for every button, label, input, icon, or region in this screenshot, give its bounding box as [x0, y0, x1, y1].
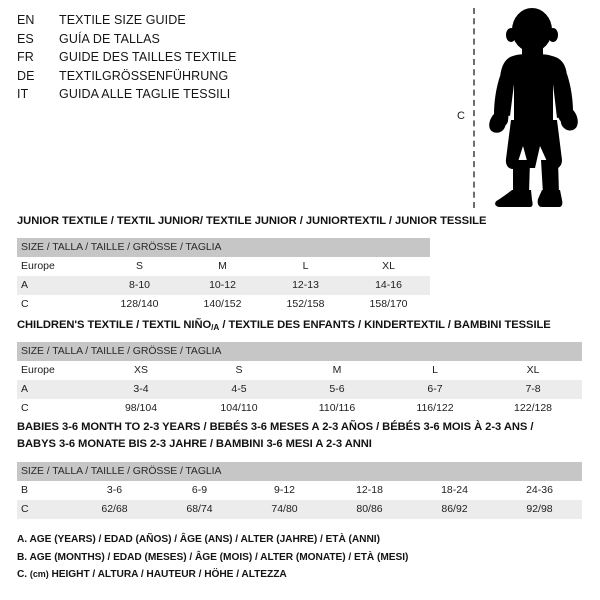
table-cell: 3-4: [92, 380, 190, 399]
language-row: IT GUIDA ALLE TAGLIE TESSILI: [17, 87, 437, 106]
table-cell: 4-5: [190, 380, 288, 399]
children-table-header-label: SIZE / TALLA / TAILLE / GRÖSSE / TAGLIA: [17, 342, 583, 361]
junior-table-header-label: SIZE / TALLA / TAILLE / GRÖSSE / TAGLIA: [17, 238, 431, 257]
table-row: C 62/68 68/74 74/80 80/86 86/92 92/98: [17, 500, 583, 519]
babies-section-title-line1: BABIES 3-6 MONTH TO 2-3 YEARS / BEBÉS 3-…: [17, 421, 534, 433]
table-cell: 12-13: [264, 276, 347, 295]
babies-table-header-label: SIZE / TALLA / TAILLE / GRÖSSE / TAGLIA: [17, 462, 583, 481]
height-axis-label: C: [457, 110, 465, 122]
table-cell: 152/158: [264, 295, 347, 314]
junior-size-table: SIZE / TALLA / TAILLE / GRÖSSE / TAGLIA …: [17, 238, 431, 314]
language-code: FR: [17, 50, 34, 64]
row-label: B: [17, 481, 72, 500]
language-code: DE: [17, 68, 35, 83]
children-title-part2: / TEXTILE DES ENFANTS / KINDERTEXTIL / B…: [219, 319, 551, 331]
table-cell: L: [386, 361, 484, 380]
table-cell: 6-7: [386, 380, 484, 399]
table-cell: L: [264, 257, 347, 276]
row-label: Europe: [17, 361, 92, 380]
legend-block: A. AGE (YEARS) / EDAD (AÑOS) / ÂGE (ANS)…: [17, 531, 577, 584]
table-cell: 7-8: [484, 380, 583, 399]
height-axis-dashed-line: [473, 8, 475, 208]
table-row: C 128/140 140/152 152/158 158/170: [17, 295, 431, 314]
row-label: A: [17, 380, 92, 399]
row-label: Europe: [17, 257, 98, 276]
babies-section-title-line2: BABYS 3-6 MONATE BIS 2-3 JAHRE / BAMBINI…: [17, 438, 372, 450]
table-header-row: SIZE / TALLA / TAILLE / GRÖSSE / TAGLIA: [17, 342, 583, 361]
table-cell: 110/116: [288, 399, 386, 418]
table-cell: M: [181, 257, 264, 276]
row-label: A: [17, 276, 98, 295]
table-cell: S: [190, 361, 288, 380]
language-row: DE TEXTILGRÖSSENFÜHRUNG: [17, 69, 437, 88]
legend-line-b: B. AGE (MONTHS) / EDAD (MESES) / ÂGE (MO…: [17, 551, 409, 563]
table-cell: XS: [92, 361, 190, 380]
table-cell: 122/128: [484, 399, 583, 418]
table-row: Europe XS S M L XL: [17, 361, 583, 380]
table-cell: 24-36: [497, 481, 583, 500]
junior-section-title: JUNIOR TEXTILE / TEXTIL JUNIOR/ TEXTILE …: [17, 215, 487, 227]
table-cell: 6-9: [157, 481, 242, 500]
language-title-block: EN TEXTILE SIZE GUIDE ES GUÍA DE TALLAS …: [17, 13, 437, 106]
language-code: IT: [17, 87, 29, 101]
table-cell: S: [98, 257, 181, 276]
legend-line-c: C. (cm) HEIGHT / ALTURA / HAUTEUR / HÖHE…: [17, 566, 577, 584]
table-cell: 128/140: [98, 295, 181, 314]
children-title-part1: CHILDREN'S TEXTILE / TEXTIL NIÑO: [17, 319, 212, 331]
table-cell: 80/86: [327, 500, 412, 519]
table-cell: 86/92: [412, 500, 497, 519]
children-size-table: SIZE / TALLA / TAILLE / GRÖSSE / TAGLIA …: [17, 342, 583, 418]
table-cell: 18-24: [412, 481, 497, 500]
language-row: ES GUÍA DE TALLAS: [17, 32, 437, 51]
table-header-row: SIZE / TALLA / TAILLE / GRÖSSE / TAGLIA: [17, 238, 431, 257]
legend-c-unit: (cm): [29, 569, 49, 579]
language-title: TEXTILE SIZE GUIDE: [59, 13, 186, 27]
language-row: FR GUIDE DES TAILLES TEXTILE: [17, 50, 437, 69]
babies-size-table: SIZE / TALLA / TAILLE / GRÖSSE / TAGLIA …: [17, 462, 583, 519]
language-title: GUIDE DES TAILLES TEXTILE: [59, 50, 237, 64]
legend-c-prefix: C.: [17, 569, 30, 580]
table-cell: 74/80: [242, 500, 327, 519]
legend-c-rest: HEIGHT / ALTURA / HAUTEUR / HÖHE / ALTEZ…: [48, 569, 287, 580]
table-cell: XL: [347, 257, 431, 276]
table-cell: 116/122: [386, 399, 484, 418]
row-label: C: [17, 399, 92, 418]
table-cell: 12-18: [327, 481, 412, 500]
height-measurement-figure: C: [445, 5, 595, 210]
table-cell: 9-12: [242, 481, 327, 500]
table-row: A 3-4 4-5 5-6 6-7 7-8: [17, 380, 583, 399]
table-row: A 8-10 10-12 12-13 14-16: [17, 276, 431, 295]
table-row: Europe S M L XL: [17, 257, 431, 276]
table-cell: 8-10: [98, 276, 181, 295]
language-code: EN: [17, 13, 35, 27]
table-cell: 62/68: [72, 500, 157, 519]
table-cell: 10-12: [181, 276, 264, 295]
table-cell: 14-16: [347, 276, 431, 295]
table-header-row: SIZE / TALLA / TAILLE / GRÖSSE / TAGLIA: [17, 462, 583, 481]
legend-line-a: A. AGE (YEARS) / EDAD (AÑOS) / ÂGE (ANS)…: [17, 534, 380, 545]
row-label: C: [17, 500, 72, 519]
table-cell: 140/152: [181, 295, 264, 314]
children-section-title: CHILDREN'S TEXTILE / TEXTIL NIÑO/A / TEX…: [17, 319, 551, 332]
children-title-subscript: /A: [211, 323, 220, 332]
table-row: C 98/104 104/110 110/116 116/122 122/128: [17, 399, 583, 418]
toddler-silhouette-icon: [489, 8, 578, 207]
language-code: ES: [17, 31, 34, 46]
language-row: EN TEXTILE SIZE GUIDE: [17, 13, 437, 32]
table-cell: 92/98: [497, 500, 583, 519]
table-cell: 104/110: [190, 399, 288, 418]
row-label: C: [17, 295, 98, 314]
language-title: GUIDA ALLE TAGLIE TESSILI: [59, 87, 231, 101]
table-cell: M: [288, 361, 386, 380]
language-title: TEXTILGRÖSSENFÜHRUNG: [59, 68, 229, 83]
language-title: GUÍA DE TALLAS: [59, 31, 160, 46]
table-cell: 3-6: [72, 481, 157, 500]
table-cell: XL: [484, 361, 583, 380]
table-cell: 5-6: [288, 380, 386, 399]
table-cell: 98/104: [92, 399, 190, 418]
table-cell: 158/170: [347, 295, 431, 314]
table-row: B 3-6 6-9 9-12 12-18 18-24 24-36: [17, 481, 583, 500]
table-cell: 68/74: [157, 500, 242, 519]
